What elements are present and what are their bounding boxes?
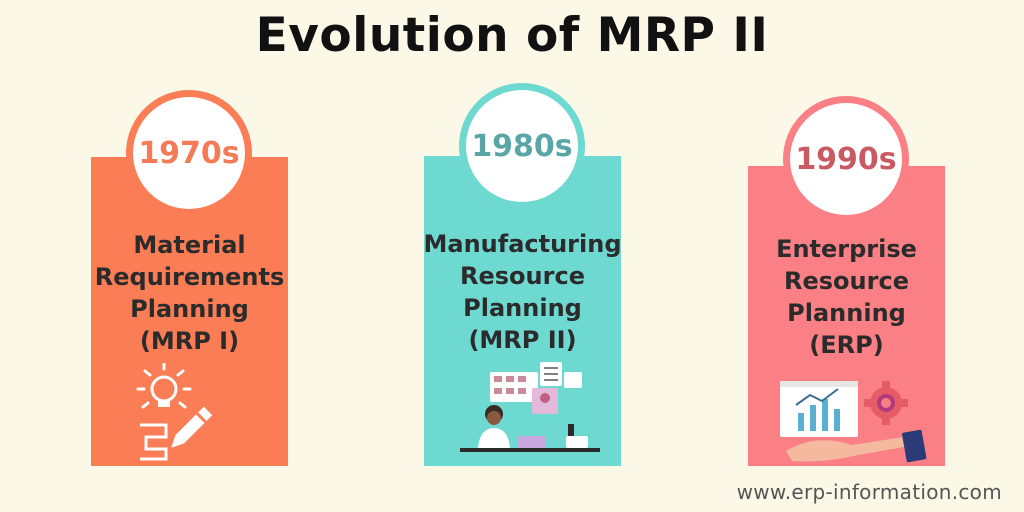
label-line: Resource	[784, 267, 909, 295]
decade-label: 1990s	[795, 141, 897, 177]
label-line: Planning	[130, 295, 249, 323]
label-line: Manufacturing	[423, 230, 622, 258]
label-line: (ERP)	[809, 331, 884, 359]
page-title: Evolution of MRP II	[255, 8, 769, 63]
decade-badge: 1970s	[133, 97, 245, 209]
decade-label: 1970s	[138, 135, 240, 171]
label-line: Planning	[463, 294, 582, 322]
card-1970s: 1970s Material Requirements Planning (MR…	[91, 90, 288, 466]
label-line: Resource	[460, 262, 585, 290]
label-line: (MRP I)	[139, 327, 240, 355]
label-line: (MRP II)	[468, 326, 577, 354]
decade-badge: 1980s	[466, 90, 578, 202]
card-label: Material Requirements Planning (MRP I)	[77, 229, 302, 357]
person-at-desk-icon	[460, 362, 600, 452]
chart-gear-hand-icon	[780, 381, 927, 463]
label-line: Requirements	[94, 263, 285, 291]
card-label: Manufacturing Resource Planning (MRP II)	[410, 228, 635, 356]
label-line: Planning	[787, 299, 906, 327]
label-line: Material	[133, 231, 246, 259]
card-1990s: 1990s Enterprise Resource Planning (ERP)	[748, 96, 945, 466]
card-1980s: 1980s Manufacturing Resource Planning (M…	[424, 83, 622, 466]
decade-label: 1980s	[471, 128, 573, 164]
decade-badge: 1990s	[790, 103, 902, 215]
label-line: Enterprise	[776, 235, 917, 263]
lightbulb-pencil-icon	[136, 363, 213, 461]
card-label: Enterprise Resource Planning (ERP)	[734, 233, 959, 361]
website-url: www.erp-information.com	[736, 480, 1002, 504]
